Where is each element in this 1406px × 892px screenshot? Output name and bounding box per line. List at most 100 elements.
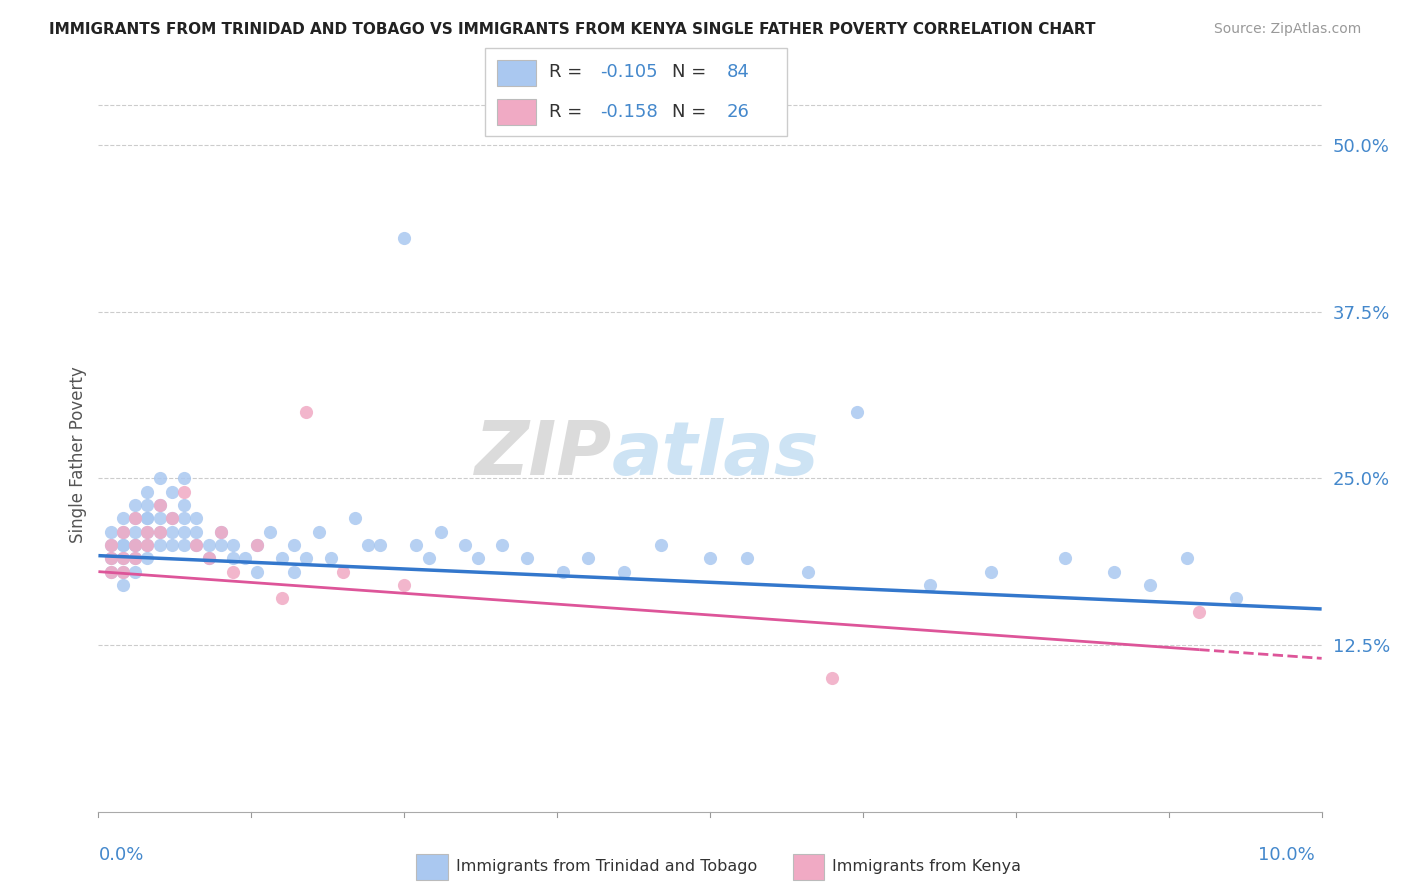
Point <box>173 524 195 539</box>
Point <box>186 538 208 552</box>
Point <box>209 524 232 539</box>
Point <box>295 404 318 418</box>
Point <box>111 538 134 552</box>
Point <box>259 524 281 539</box>
Point <box>735 551 758 566</box>
Point <box>160 538 183 552</box>
Point <box>491 538 513 552</box>
Point <box>392 231 416 245</box>
Point <box>100 524 122 539</box>
Point <box>1102 565 1125 579</box>
Point <box>308 524 330 539</box>
Point <box>283 565 305 579</box>
Point <box>222 551 245 566</box>
Point <box>246 565 269 579</box>
Point <box>186 511 208 525</box>
Point <box>136 498 159 512</box>
Text: Source: ZipAtlas.com: Source: ZipAtlas.com <box>1213 22 1361 37</box>
Point <box>136 524 159 539</box>
Point <box>332 565 354 579</box>
Point <box>124 511 146 525</box>
Point <box>136 538 159 552</box>
Point <box>392 578 416 592</box>
Text: N =: N = <box>672 103 713 120</box>
Point <box>283 538 305 552</box>
Point <box>124 551 146 566</box>
Point <box>124 538 146 552</box>
Point <box>124 551 146 566</box>
Point <box>845 404 868 418</box>
Point <box>1175 551 1198 566</box>
FancyBboxPatch shape <box>793 854 824 880</box>
Point <box>111 578 134 592</box>
Point <box>111 565 134 579</box>
Point <box>295 551 318 566</box>
Point <box>576 551 599 566</box>
Point <box>209 538 232 552</box>
Point <box>368 538 391 552</box>
Point <box>149 524 172 539</box>
Point <box>124 524 146 539</box>
FancyBboxPatch shape <box>498 60 537 86</box>
Point <box>111 551 134 566</box>
Point <box>124 538 146 552</box>
Point <box>246 538 269 552</box>
Point <box>821 671 844 685</box>
Point <box>136 484 159 499</box>
Text: R =: R = <box>548 63 588 81</box>
Point <box>111 511 134 525</box>
Point <box>222 565 245 579</box>
Point <box>136 538 159 552</box>
Point <box>246 538 269 552</box>
Point <box>613 565 636 579</box>
Point <box>356 538 378 552</box>
Point <box>136 511 159 525</box>
Point <box>100 565 122 579</box>
Point <box>124 498 146 512</box>
Text: -0.105: -0.105 <box>600 63 658 81</box>
Point <box>173 471 195 485</box>
Point <box>405 538 427 552</box>
Text: 84: 84 <box>727 63 749 81</box>
Point <box>160 511 183 525</box>
Point <box>516 551 538 566</box>
Text: 26: 26 <box>727 103 749 120</box>
Text: Immigrants from Trinidad and Tobago: Immigrants from Trinidad and Tobago <box>456 859 756 873</box>
Point <box>186 524 208 539</box>
Point <box>319 551 342 566</box>
Point <box>111 538 134 552</box>
Point <box>173 498 195 512</box>
Point <box>100 565 122 579</box>
FancyBboxPatch shape <box>416 854 447 880</box>
Point <box>1188 605 1211 619</box>
Point <box>124 511 146 525</box>
Point <box>111 565 134 579</box>
Point <box>136 511 159 525</box>
Point <box>430 524 453 539</box>
Point <box>149 471 172 485</box>
Text: IMMIGRANTS FROM TRINIDAD AND TOBAGO VS IMMIGRANTS FROM KENYA SINGLE FATHER POVER: IMMIGRANTS FROM TRINIDAD AND TOBAGO VS I… <box>49 22 1095 37</box>
FancyBboxPatch shape <box>498 99 537 125</box>
Text: -0.158: -0.158 <box>600 103 658 120</box>
Point <box>100 538 122 552</box>
Point <box>100 551 122 566</box>
Point <box>173 511 195 525</box>
Point <box>124 538 146 552</box>
Point <box>418 551 440 566</box>
Point <box>270 551 292 566</box>
Point <box>160 524 183 539</box>
Point <box>270 591 292 606</box>
Point <box>124 565 146 579</box>
Point <box>136 551 159 566</box>
Point <box>467 551 489 566</box>
Point <box>149 538 172 552</box>
Y-axis label: Single Father Poverty: Single Father Poverty <box>69 367 87 543</box>
Point <box>222 538 245 552</box>
Text: N =: N = <box>672 63 713 81</box>
FancyBboxPatch shape <box>485 48 787 136</box>
Point <box>111 524 134 539</box>
Point <box>197 551 219 566</box>
Point <box>149 498 172 512</box>
Point <box>186 538 208 552</box>
Point <box>111 551 134 566</box>
